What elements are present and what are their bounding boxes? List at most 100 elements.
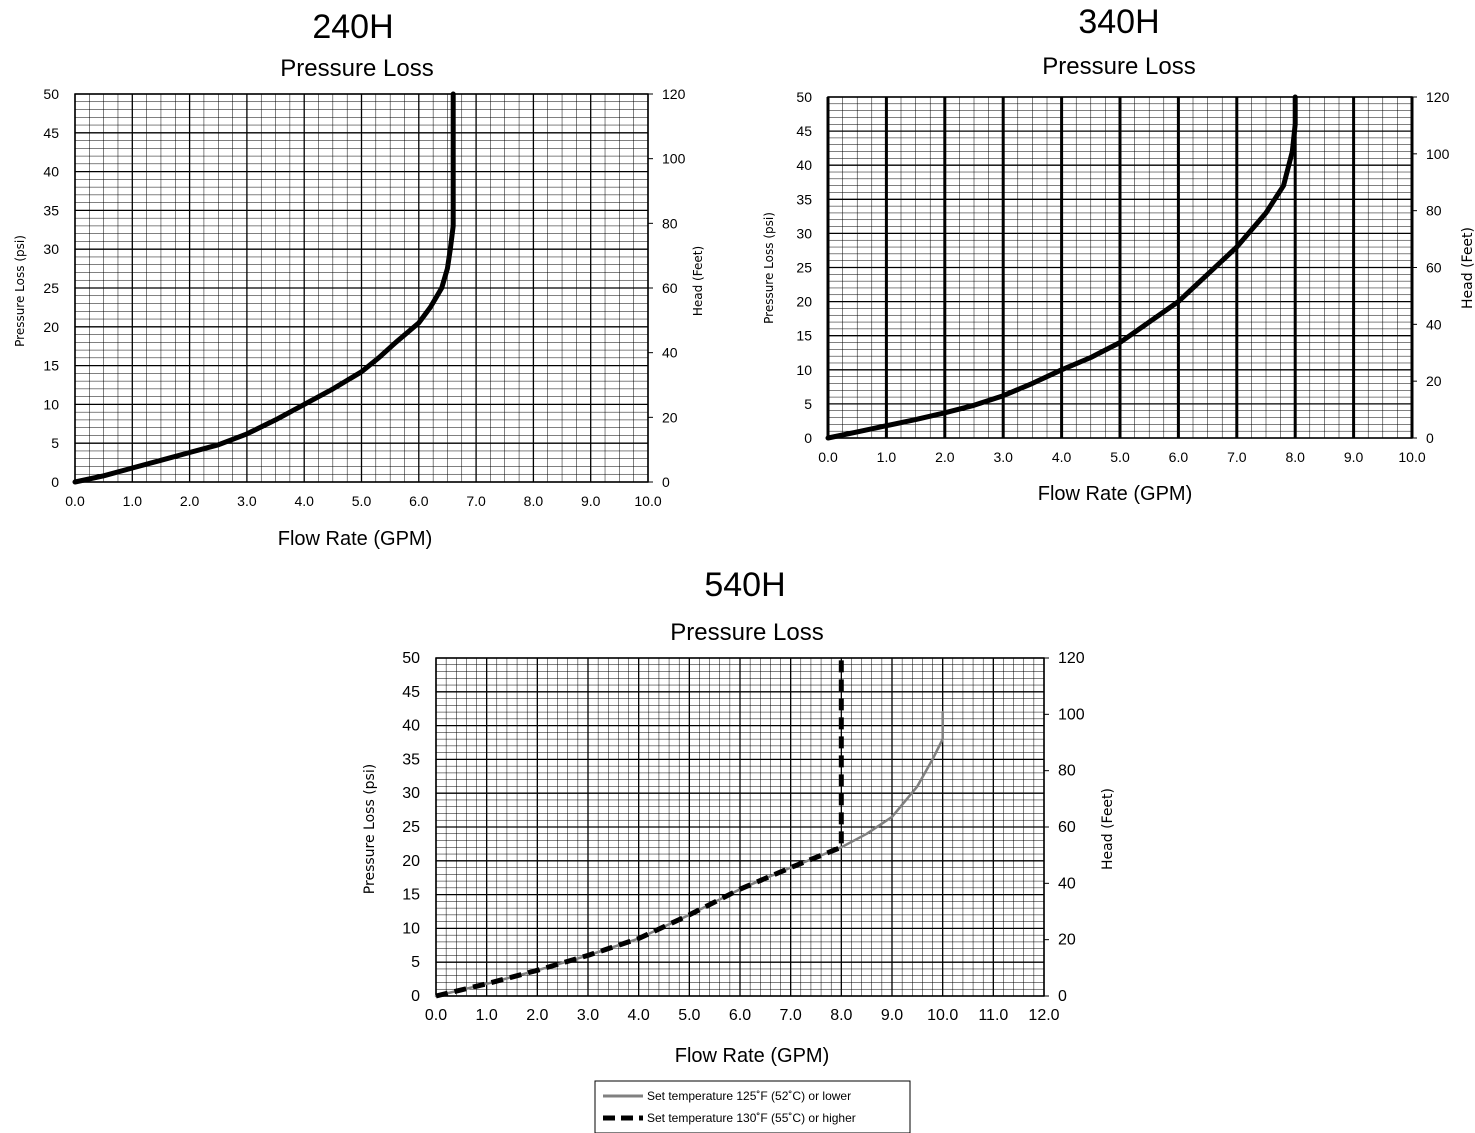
x-tick-label: 1.0 <box>476 1007 498 1024</box>
x-axis-label: Flow Rate (GPM) <box>1038 483 1192 505</box>
y-tick-label: 10 <box>796 362 812 378</box>
x-tick-label: 7.0 <box>780 1007 802 1024</box>
y-tick-label: 5 <box>411 954 420 971</box>
y-tick-label: 20 <box>402 853 420 870</box>
x-tick-label: 4.0 <box>628 1007 650 1024</box>
series-line-1 <box>435 658 844 999</box>
chart-title: Pressure Loss <box>280 55 433 82</box>
chart-540h: 540H Pressure Loss Flow Rate (GPM) Press… <box>362 566 1116 1133</box>
chart-title: Pressure Loss <box>1042 53 1195 80</box>
y-tick-label: 35 <box>402 751 420 768</box>
x-tick-label: 1.0 <box>123 493 143 509</box>
y-tick-label: 35 <box>43 202 59 218</box>
x-tick-label: 3.0 <box>237 493 257 509</box>
y2-tick-label: 40 <box>1058 875 1076 892</box>
y2-axis-label: Head (Feet) <box>1100 788 1116 870</box>
x-tick-label: 11.0 <box>978 1007 1008 1024</box>
y2-tick-label: 0 <box>662 474 670 490</box>
y-tick-label: 50 <box>402 650 420 667</box>
y-tick-label: 45 <box>796 123 812 139</box>
y-tick-label: 45 <box>402 684 420 701</box>
y-tick-label: 50 <box>796 89 812 105</box>
x-tick-label: 1.0 <box>877 449 897 465</box>
y2-tick-label: 40 <box>1426 316 1442 332</box>
legend-label: Set temperature 130˚F (55˚C) or higher <box>647 1111 856 1125</box>
y-tick-label: 35 <box>796 191 812 207</box>
legend-label: Set temperature 125˚F (52˚C) or lower <box>647 1089 851 1103</box>
chart-model-title: 340H <box>1078 3 1159 41</box>
y-tick-label: 20 <box>43 319 59 335</box>
x-tick-label: 8.0 <box>524 493 544 509</box>
series-line-0 <box>825 94 1298 441</box>
x-tick-label: 4.0 <box>294 493 314 509</box>
x-tick-label: 5.0 <box>678 1007 700 1024</box>
series-line-0 <box>434 710 944 998</box>
y-tick-label: 30 <box>43 241 59 257</box>
y-tick-label: 30 <box>796 225 812 241</box>
x-tick-label: 12.0 <box>1028 1007 1059 1024</box>
y2-axis-label: Head (Feet) <box>691 246 705 316</box>
x-tick-label: 2.0 <box>526 1007 548 1024</box>
x-tick-label: 6.0 <box>1169 449 1189 465</box>
y2-tick-label: 40 <box>662 345 678 361</box>
y-tick-label: 10 <box>402 920 420 937</box>
x-tick-label: 7.0 <box>466 493 486 509</box>
x-tick-label: 10.0 <box>634 493 661 509</box>
x-tick-label: 3.0 <box>577 1007 599 1024</box>
x-axis-label: Flow Rate (GPM) <box>278 528 432 550</box>
y-axis-label: Pressure Loss (psi) <box>762 212 776 324</box>
chart-title: Pressure Loss <box>670 619 823 646</box>
x-tick-label: 0.0 <box>65 493 85 509</box>
y-tick-label: 0 <box>51 474 59 490</box>
y-tick-label: 25 <box>796 260 812 276</box>
y-tick-label: 40 <box>796 157 812 173</box>
y-tick-label: 15 <box>402 887 420 904</box>
y-tick-label: 15 <box>796 328 812 344</box>
y-tick-label: 40 <box>43 164 59 180</box>
x-tick-label: 4.0 <box>1052 449 1072 465</box>
x-tick-label: 10.0 <box>1398 449 1425 465</box>
x-tick-label: 10.0 <box>927 1007 958 1024</box>
x-tick-label: 3.0 <box>993 449 1013 465</box>
x-tick-label: 7.0 <box>1227 449 1247 465</box>
x-tick-label: 0.0 <box>818 449 838 465</box>
y-axis-label: Pressure Loss (psi) <box>362 764 378 894</box>
x-tick-label: 2.0 <box>935 449 955 465</box>
chart-340h: 340H Pressure Loss Flow Rate (GPM) Press… <box>762 3 1475 505</box>
y2-tick-label: 0 <box>1058 988 1067 1005</box>
y-tick-label: 5 <box>51 435 59 451</box>
y2-tick-label: 120 <box>662 86 686 102</box>
y2-tick-label: 80 <box>1058 763 1076 780</box>
chart-model-title: 540H <box>704 566 785 604</box>
x-tick-label: 9.0 <box>581 493 601 509</box>
y-axis-label: Pressure Loss (psi) <box>13 235 27 347</box>
y-tick-label: 0 <box>804 430 812 446</box>
x-axis-label: Flow Rate (GPM) <box>675 1045 829 1067</box>
y-tick-label: 10 <box>43 396 59 412</box>
grid <box>826 96 1414 439</box>
y2-axis-label: Head (Feet) <box>1460 227 1475 309</box>
x-tick-label: 5.0 <box>1110 449 1130 465</box>
y2-tick-label: 20 <box>1426 373 1442 389</box>
y-tick-label: 0 <box>411 988 420 1005</box>
y-tick-label: 25 <box>402 819 420 836</box>
x-tick-label: 6.0 <box>409 493 429 509</box>
y2-tick-label: 80 <box>662 215 678 231</box>
legend: Set temperature 125˚F (52˚C) or lower Se… <box>594 1080 911 1133</box>
x-tick-label: 5.0 <box>352 493 372 509</box>
y2-tick-label: 60 <box>1426 260 1442 276</box>
y-tick-label: 5 <box>804 396 812 412</box>
y2-tick-label: 60 <box>1058 819 1076 836</box>
grid <box>74 93 649 483</box>
series-line-0 <box>72 91 456 485</box>
chart-240h: 240H Pressure Loss Flow Rate (GPM) Press… <box>13 8 705 550</box>
x-tick-label: 9.0 <box>1344 449 1364 465</box>
y-tick-label: 20 <box>796 294 812 310</box>
y-tick-label: 45 <box>43 125 59 141</box>
y-tick-label: 50 <box>43 86 59 102</box>
y2-tick-label: 20 <box>1058 932 1076 949</box>
y2-tick-label: 20 <box>662 409 678 425</box>
grid <box>435 657 1045 997</box>
x-tick-label: 0.0 <box>425 1007 447 1024</box>
